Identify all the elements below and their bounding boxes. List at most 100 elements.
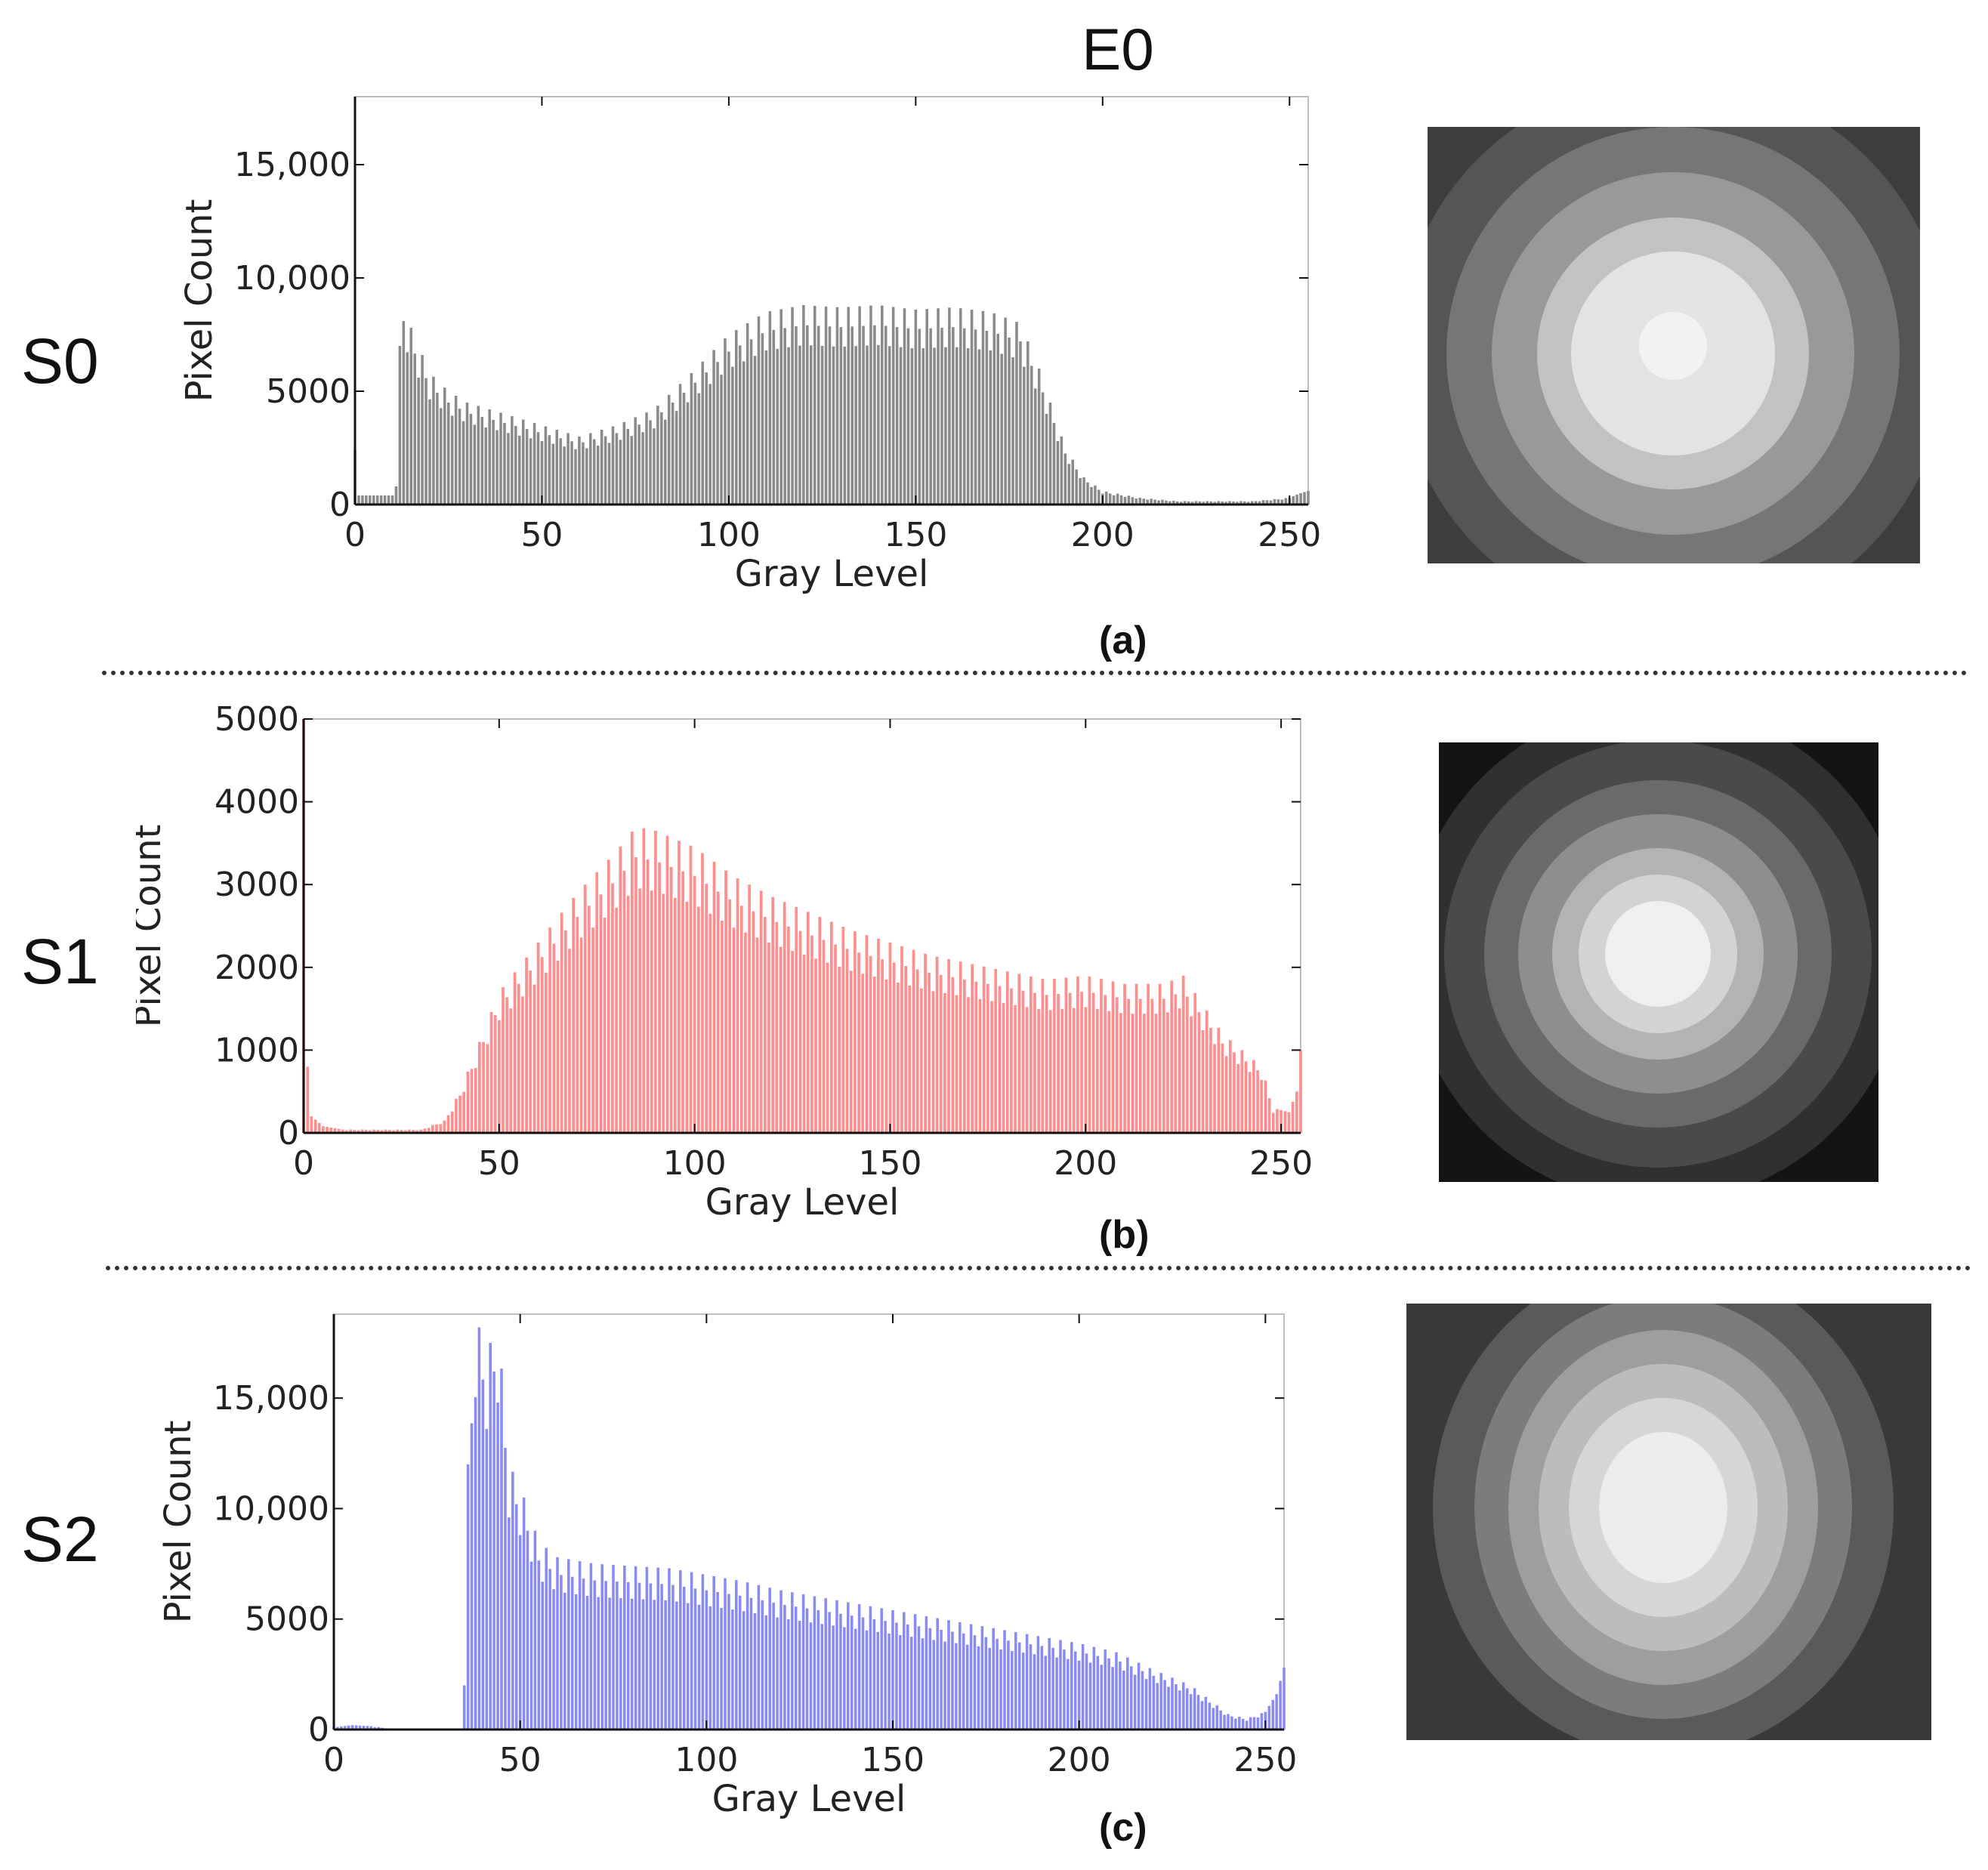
histogram-bar [1174, 994, 1178, 1133]
histogram-bar [514, 1504, 518, 1730]
histogram-bar [1073, 1651, 1077, 1730]
histogram-bar [1291, 1101, 1295, 1133]
histogram-bar [1271, 1699, 1274, 1730]
histogram-bar [665, 835, 669, 1133]
histogram-bar [708, 384, 712, 505]
histogram-bar [673, 897, 677, 1133]
plot-frame [303, 718, 1301, 1134]
histogram-bar [1221, 1043, 1224, 1133]
histogram-bar [1171, 1677, 1174, 1730]
histogram-bar [1041, 392, 1045, 505]
histogram-bar [560, 1575, 563, 1730]
histogram-bar [532, 423, 536, 505]
histogram-bar [982, 966, 986, 1133]
histogram-bar [603, 918, 607, 1133]
histogram-bar [776, 348, 779, 505]
histogram-bar [849, 970, 853, 1133]
histogram-bar [1248, 1072, 1252, 1133]
histogram-bar [529, 1561, 533, 1730]
histogram-bar [443, 387, 446, 505]
row-label-s2: S2 [21, 1504, 99, 1575]
histogram-bar [776, 1617, 779, 1730]
histogram-bar [952, 327, 955, 505]
histogram-bar [474, 1068, 477, 1133]
histogram-bar [1057, 994, 1060, 1133]
histogram-bar [1111, 1667, 1114, 1730]
histogram-bar [585, 1596, 589, 1730]
histogram-bar [847, 1602, 850, 1730]
histogram-bar [835, 1600, 838, 1730]
histogram-bar [357, 1130, 360, 1133]
histogram-bar [832, 346, 835, 505]
histogram-bar [1256, 1070, 1259, 1133]
histogram-bar [1224, 1056, 1228, 1133]
histogram-bar [1153, 499, 1156, 505]
plot-frame [354, 96, 1309, 505]
histogram-bar [721, 920, 724, 1133]
histogram-bar [884, 326, 888, 505]
histogram-bar [493, 1015, 497, 1133]
histogram-bar [400, 1130, 403, 1133]
histogram-bar [349, 1129, 352, 1133]
histogram-bar [1081, 1644, 1085, 1730]
histogram-bar [421, 355, 424, 505]
histogram-bar [607, 859, 610, 1133]
histogram-bar [787, 347, 790, 505]
histogram-bar [948, 307, 951, 505]
histogram-bar [675, 1601, 678, 1730]
histogram-bar [656, 1567, 659, 1730]
histogram-bar [333, 1128, 337, 1133]
histogram-bar [705, 1590, 708, 1730]
histogram-bar [669, 866, 673, 1133]
histogram-bar [1017, 1642, 1021, 1730]
histogram-bar [369, 1726, 373, 1730]
histogram-bar [716, 362, 719, 505]
plot-frame [333, 1313, 1285, 1730]
histogram-bar [971, 964, 974, 1133]
histogram-bar [1127, 495, 1131, 505]
histogram-bar [521, 996, 524, 1133]
histogram-bar [1224, 501, 1227, 505]
histogram-bar [708, 1606, 712, 1730]
histogram-bar [1256, 1717, 1260, 1730]
histogram-bar [810, 345, 813, 505]
histogram-bar [1150, 998, 1154, 1133]
histogram-bar [336, 1727, 339, 1730]
y-tick-label: 15,000 [213, 1379, 329, 1418]
histogram-bar [446, 403, 450, 505]
histogram-bar [392, 1130, 395, 1133]
histogram-bar [390, 495, 394, 505]
histogram-bar [1129, 1666, 1133, 1730]
histogram-bar [619, 846, 622, 1133]
histogram-bar [705, 372, 708, 505]
histogram-bar [671, 1585, 674, 1730]
histogram-bar [470, 1423, 474, 1730]
histogram-bar [955, 347, 958, 505]
histogram-bar [326, 1127, 329, 1133]
histogram-bar [826, 962, 829, 1133]
histogram-bar [622, 421, 626, 505]
histogram-bar [1156, 1683, 1159, 1730]
histogram-bar [570, 441, 573, 505]
histogram-bar [1202, 501, 1205, 505]
histogram-bar [664, 1600, 667, 1730]
histogram-bar [604, 436, 607, 505]
histogram-bar [746, 1582, 749, 1730]
histogram-bar [521, 419, 525, 505]
histogram-bar [1158, 983, 1162, 1133]
histogram-bar [892, 962, 896, 1133]
x-tick-label: 0 [344, 516, 366, 554]
histogram-bar [990, 1001, 993, 1133]
histogram-bar [622, 870, 626, 1133]
histogram-bar [383, 495, 387, 505]
histogram-bar [1052, 423, 1056, 505]
histogram-bar [1236, 1063, 1240, 1133]
histogram-bar [992, 313, 996, 505]
histogram-bar [1307, 491, 1310, 505]
histogram-bar [511, 416, 514, 505]
histogram-bar [690, 1572, 693, 1730]
histogram-bar [798, 345, 801, 505]
histogram-bar [533, 1530, 537, 1730]
ring-image-s2 [1406, 1304, 1931, 1740]
histogram-bar [1123, 983, 1126, 1133]
